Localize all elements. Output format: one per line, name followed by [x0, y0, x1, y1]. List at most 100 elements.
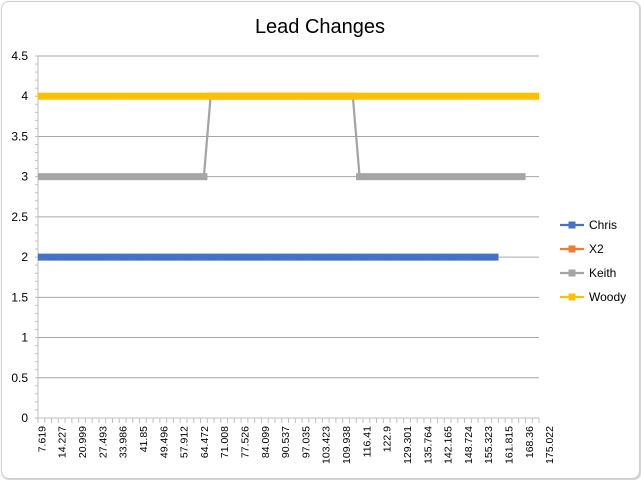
data-point — [193, 92, 201, 100]
data-point — [464, 253, 472, 261]
series-layer — [37, 92, 540, 261]
data-point — [146, 92, 154, 100]
data-point — [484, 92, 492, 100]
x-tick-label: 122.9 — [382, 426, 394, 452]
data-point — [444, 253, 452, 261]
data-point — [288, 253, 296, 261]
y-tick-label: 3 — [21, 170, 28, 184]
data-point — [85, 92, 93, 100]
data-point — [477, 92, 485, 100]
data-point — [532, 92, 540, 100]
data-point — [301, 253, 309, 261]
data-point — [457, 253, 465, 261]
data-point — [383, 92, 391, 100]
data-point — [166, 253, 174, 261]
data-point — [376, 173, 384, 181]
data-point — [193, 173, 201, 181]
data-point — [37, 253, 45, 261]
data-point — [335, 253, 343, 261]
y-axis-ticks: 0 0.5 1 1.5 2 2.5 3 3.5 4 4.5 — [11, 49, 28, 425]
data-point — [457, 92, 465, 100]
data-point — [329, 253, 337, 261]
data-point — [444, 92, 452, 100]
data-point — [471, 173, 479, 181]
data-point — [383, 173, 391, 181]
y-tick-label: 1.5 — [11, 290, 28, 304]
data-point — [342, 253, 350, 261]
legend-label-x2: X2 — [589, 242, 604, 256]
data-point — [64, 92, 72, 100]
data-point — [105, 92, 113, 100]
data-point — [240, 253, 248, 261]
data-point — [220, 253, 228, 261]
data-point — [423, 253, 431, 261]
data-point — [396, 92, 404, 100]
data-point — [78, 92, 86, 100]
data-point — [44, 173, 52, 181]
data-point — [152, 253, 160, 261]
data-point — [430, 253, 438, 261]
data-point — [322, 92, 330, 100]
data-point — [51, 253, 59, 261]
data-point — [430, 92, 438, 100]
legend-marker-keith — [568, 269, 576, 277]
x-tick-label: 84.099 — [260, 426, 272, 458]
data-point — [315, 92, 323, 100]
data-point — [98, 253, 106, 261]
data-point — [139, 173, 147, 181]
data-point — [98, 92, 106, 100]
x-tick-label: 168.36 — [524, 426, 536, 458]
x-tick-label: 161.815 — [504, 426, 516, 464]
data-point — [498, 92, 506, 100]
data-point — [152, 173, 160, 181]
data-point — [511, 173, 519, 181]
data-point — [471, 253, 479, 261]
data-point — [37, 92, 45, 100]
data-point — [37, 173, 45, 181]
data-point — [450, 253, 458, 261]
data-point — [98, 173, 106, 181]
data-point — [227, 92, 235, 100]
data-point — [477, 253, 485, 261]
data-point — [511, 92, 519, 100]
x-tick-label: 57.912 — [179, 426, 191, 458]
legend-marker-woody — [568, 293, 576, 301]
data-point — [85, 173, 93, 181]
data-point — [491, 92, 499, 100]
data-point — [132, 92, 140, 100]
data-point — [44, 253, 52, 261]
data-point — [234, 92, 242, 100]
data-point — [146, 253, 154, 261]
data-point — [356, 173, 364, 181]
x-tick-label: 49.496 — [158, 426, 170, 458]
data-point — [44, 92, 52, 100]
data-point — [207, 253, 215, 261]
data-point — [356, 92, 364, 100]
data-point — [410, 253, 418, 261]
data-point — [281, 92, 289, 100]
x-tick-label: 129.301 — [402, 426, 414, 464]
data-point — [329, 92, 337, 100]
data-point — [64, 253, 72, 261]
data-point — [376, 92, 384, 100]
data-point — [464, 92, 472, 100]
chart-title: Lead Changes — [255, 16, 385, 38]
data-point — [112, 173, 120, 181]
data-point — [464, 173, 472, 181]
x-tick-label: 20.999 — [77, 426, 89, 458]
data-point — [437, 253, 445, 261]
y-tick-label: 0.5 — [11, 371, 28, 385]
data-point — [417, 173, 425, 181]
data-point — [85, 253, 93, 261]
legend: Chris X2 Keith Woody — [560, 218, 626, 304]
y-tick-label: 2 — [21, 250, 28, 264]
data-point — [146, 173, 154, 181]
data-point — [247, 253, 255, 261]
data-point — [71, 253, 79, 261]
y-tick-label: 2.5 — [11, 210, 28, 224]
legend-marker-chris — [568, 221, 576, 229]
data-point — [362, 92, 370, 100]
x-tick-label: 142.165 — [443, 426, 455, 464]
y-tick-label: 1 — [21, 331, 28, 345]
data-point — [315, 253, 323, 261]
